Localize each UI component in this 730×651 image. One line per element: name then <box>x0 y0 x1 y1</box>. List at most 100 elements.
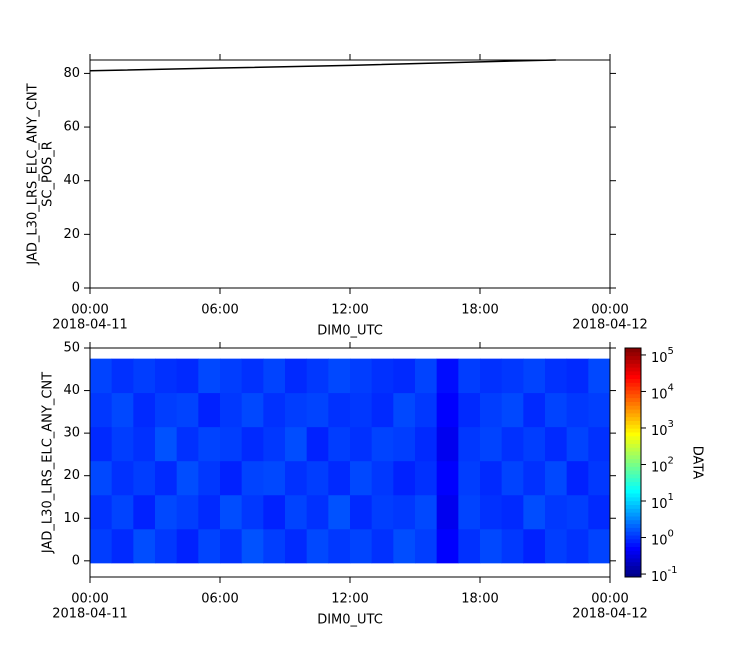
heatmap-cell <box>436 528 459 564</box>
x-tick-date: 2018-04-12 <box>572 607 648 622</box>
colorbar-tick-label: 102 <box>651 455 674 475</box>
colorbar-swatch <box>625 370 641 376</box>
heatmap-cell <box>501 392 524 428</box>
heatmap-cell <box>415 426 438 462</box>
colorbar-swatch <box>625 447 641 452</box>
y-tick-label: 20 <box>63 227 80 242</box>
heatmap-cell <box>328 426 351 462</box>
heatmap-cell <box>241 358 264 394</box>
heatmap-cell <box>523 392 546 428</box>
x-tick-label: 00:00 <box>591 592 628 607</box>
heatmap-cell <box>198 426 221 462</box>
colorbar-swatch <box>625 485 641 490</box>
y-tick-label: 60 <box>63 120 80 135</box>
colorbar-swatch <box>625 409 641 414</box>
heatmap-cell <box>263 494 286 530</box>
colorbar-swatch <box>625 451 641 456</box>
heatmap-cell <box>458 528 481 564</box>
colorbar-tick-exponent: 2 <box>668 455 674 466</box>
heatmap-cell <box>545 460 568 496</box>
heatmap-cell <box>501 494 524 530</box>
heatmap-cell <box>545 528 568 564</box>
heatmap-cell <box>588 528 611 564</box>
y-tick-label: 40 <box>63 383 80 398</box>
x-tick-label: 12:00 <box>331 303 368 318</box>
heatmap-cell <box>133 358 156 394</box>
heatmap-cell <box>415 392 438 428</box>
y-tick-label: 40 <box>63 173 80 188</box>
heatmap-cell <box>133 460 156 496</box>
colorbar-tick-exponent: 0 <box>668 529 674 540</box>
heatmap-cell <box>285 392 308 428</box>
x-tick-date: 2018-04-11 <box>52 607 128 622</box>
heatmap-cell <box>220 528 243 564</box>
heatmap-cell <box>523 528 546 564</box>
heatmap-cell <box>198 494 221 530</box>
heatmap-cell <box>198 528 221 564</box>
heatmap-cell <box>285 426 308 462</box>
colorbar-swatch <box>625 351 641 357</box>
heatmap-cell <box>545 494 568 530</box>
heatmap-cell <box>350 426 373 462</box>
colorbar-swatch <box>625 439 641 444</box>
heatmap-cell <box>371 392 394 428</box>
heatmap-cell <box>523 358 546 394</box>
colorbar-tick-base: 10 <box>651 387 668 402</box>
heatmap-cell <box>263 358 286 394</box>
heatmap-cell <box>480 494 503 530</box>
heatmap-cell <box>523 460 546 496</box>
heatmap-cell <box>458 358 481 394</box>
heatmap-cell <box>436 392 459 428</box>
heatmap-cell <box>285 494 308 530</box>
heatmap-cell <box>133 494 156 530</box>
colorbar-swatch <box>625 561 641 567</box>
heatmap-cell <box>480 528 503 564</box>
heatmap-cell <box>523 494 546 530</box>
colorbar-swatch <box>625 397 641 402</box>
colorbar-tick-exponent: 1 <box>668 492 674 503</box>
colorbar-swatch <box>625 573 641 578</box>
colorbar-swatch <box>625 412 641 418</box>
colorbar-tick-base: 10 <box>651 497 668 512</box>
heatmap-cell <box>566 426 589 462</box>
colorbar-tick-label: 101 <box>651 492 674 512</box>
colorbar-swatch <box>625 489 641 494</box>
y-tick-label: 0 <box>72 553 80 568</box>
heatmap-cell <box>328 358 351 394</box>
colorbar-swatch <box>625 405 641 410</box>
heatmap-cell <box>566 460 589 496</box>
colorbar-swatch <box>625 565 641 570</box>
colorbar-tick-base: 10 <box>651 460 668 475</box>
colorbar-tick-base: 10 <box>651 533 668 548</box>
x-tick-label: 06:00 <box>201 303 238 318</box>
heatmap-cell <box>566 494 589 530</box>
colorbar-tick-base: 10 <box>651 423 668 438</box>
heatmap-cell <box>566 392 589 428</box>
heatmap-cell <box>285 528 308 564</box>
heatmap-cell <box>198 392 221 428</box>
colorbar-tick-label: 105 <box>651 346 674 366</box>
heatmap-cell <box>306 426 329 462</box>
colorbar-swatch <box>625 378 641 383</box>
y-tick-label: 50 <box>63 341 80 356</box>
x-tick-label: 00:00 <box>71 592 108 607</box>
heatmap-cell <box>220 426 243 462</box>
heatmap-cell <box>545 426 568 462</box>
heatmap-cell <box>111 494 134 530</box>
y-tick-label: 0 <box>72 281 80 296</box>
heatmap-cell <box>263 392 286 428</box>
y-tick-label: 10 <box>63 511 80 526</box>
heatmap-cell <box>588 392 611 428</box>
heatmap-cell <box>220 494 243 530</box>
x-tick-label: 18:00 <box>461 592 498 607</box>
heatmap-cell <box>545 358 568 394</box>
heatmap-cell <box>393 426 416 462</box>
heatmap-cell <box>155 392 178 428</box>
colorbar-tick-exponent: 3 <box>668 419 674 430</box>
colorbar-swatch <box>625 508 641 513</box>
heatmap-cell <box>306 392 329 428</box>
heatmap-cell <box>306 460 329 496</box>
heatmap-cell <box>155 358 178 394</box>
colorbar-swatch <box>625 527 641 532</box>
